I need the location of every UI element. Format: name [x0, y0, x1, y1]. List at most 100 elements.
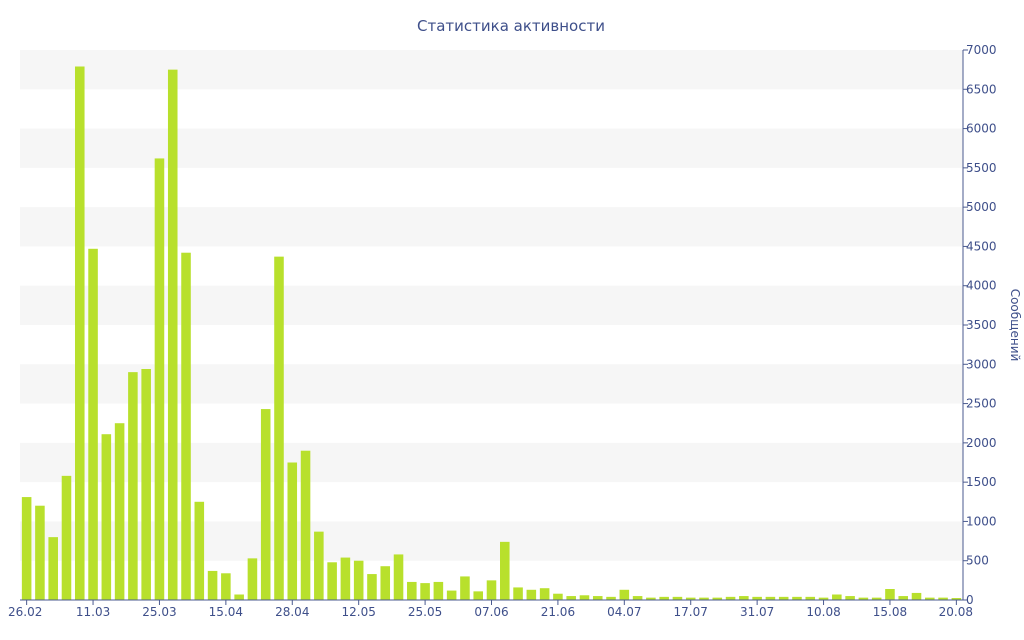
y-tick-label: 1000 [966, 514, 997, 528]
bar [141, 369, 151, 600]
bar [74, 66, 85, 600]
bar [778, 596, 789, 600]
bar [765, 596, 776, 600]
y-tick-label: 500 [966, 554, 989, 568]
bar [832, 594, 842, 600]
bar [739, 596, 749, 600]
x-tick-label: 15.04 [209, 605, 243, 619]
bar [327, 562, 337, 600]
x-tick-label: 28.04 [275, 605, 309, 619]
bar [353, 560, 364, 600]
bar [911, 592, 922, 600]
bar [818, 597, 829, 600]
bar [194, 501, 205, 600]
x-tick-label: 21.06 [541, 605, 575, 619]
bar-series [21, 66, 962, 601]
bar [473, 591, 483, 600]
bar [566, 596, 576, 600]
bar [380, 566, 391, 600]
bar [88, 248, 98, 601]
x-tick-label: 07.06 [474, 605, 508, 619]
bar [48, 537, 58, 600]
bar [712, 597, 723, 600]
y-tick-label: 4500 [966, 239, 997, 253]
x-tick-label: 26.02 [8, 605, 42, 619]
bar [167, 69, 178, 600]
bar [659, 596, 669, 600]
bar [234, 594, 244, 600]
bar [938, 597, 948, 600]
x-tick-label: 31.07 [740, 605, 774, 619]
y-tick-label: 3500 [966, 318, 997, 332]
bar [274, 256, 284, 600]
bar [287, 462, 298, 600]
y-tick-label: 2500 [966, 397, 997, 411]
bar [221, 573, 231, 600]
bar [314, 531, 324, 600]
x-tick-label: 17.07 [674, 605, 708, 619]
bar [407, 581, 417, 600]
bar [207, 570, 218, 600]
chart-title: Статистика активности [417, 17, 605, 35]
y-tick-label: 5500 [966, 161, 997, 175]
bar [367, 574, 377, 600]
bar [619, 589, 630, 600]
bar [725, 596, 736, 600]
y-axis-ticks: 0 500 1000 1500 2000 2500 3000 3500 4000 4500 5000… [963, 43, 997, 607]
y-tick-label: 7000 [966, 43, 997, 57]
bar [420, 583, 430, 600]
bar [805, 596, 816, 600]
bar [898, 596, 909, 600]
y-tick-label: 6500 [966, 82, 997, 96]
bar [606, 596, 616, 600]
bar [35, 505, 45, 600]
bar [446, 590, 457, 600]
bar [247, 558, 258, 600]
y-tick-label: 1500 [966, 475, 997, 489]
bar [579, 595, 590, 600]
bar [128, 372, 138, 600]
x-tick-label: 25.03 [142, 605, 176, 619]
bar [61, 475, 72, 600]
y-tick-label: 5000 [966, 200, 997, 214]
bar [21, 497, 32, 600]
bar [858, 597, 869, 600]
bar [526, 589, 537, 600]
bar [181, 252, 191, 600]
y-tick-label: 4000 [966, 279, 997, 293]
bar [486, 580, 497, 600]
y-tick-label: 3000 [966, 357, 997, 371]
bar [672, 596, 683, 600]
bar [699, 597, 709, 600]
y-tick-label: 6000 [966, 122, 997, 136]
x-axis-ticks: 26.02 11.03 25.03 15.04 28.04 12.05 25.05 07.06… [8, 600, 973, 619]
bar [433, 581, 444, 600]
bar [114, 423, 125, 600]
bar [300, 450, 311, 600]
x-tick-label: 04.07 [607, 605, 641, 619]
x-tick-label: 12.05 [342, 605, 376, 619]
bar [646, 597, 656, 600]
bar [685, 597, 696, 600]
grid-band [20, 50, 963, 90]
bar [460, 576, 470, 600]
x-tick-label: 20.08 [939, 605, 973, 619]
bar [260, 409, 271, 600]
x-tick-label: 25.05 [408, 605, 442, 619]
y-tick-label: 2000 [966, 436, 997, 450]
bar [500, 541, 510, 600]
bar [393, 554, 404, 600]
x-tick-label: 15.08 [873, 605, 907, 619]
bar [553, 593, 563, 600]
y-axis-label: Сообщений [1008, 289, 1022, 362]
bar [154, 158, 165, 600]
x-tick-label: 11.03 [76, 605, 110, 619]
bar [513, 587, 523, 600]
bar [752, 596, 762, 600]
y-tick-label: 0 [966, 593, 974, 607]
bar [539, 588, 550, 600]
bar [101, 434, 112, 600]
bar [845, 596, 855, 600]
